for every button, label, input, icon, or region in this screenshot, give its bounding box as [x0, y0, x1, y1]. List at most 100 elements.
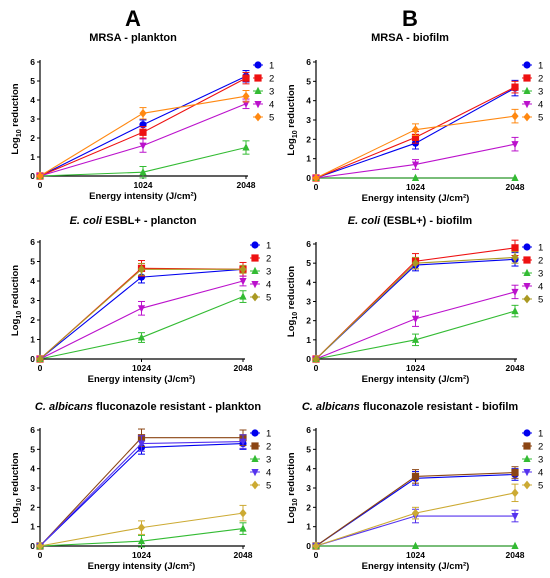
x-axis-label: Energy intensity (J/cm²)	[362, 561, 470, 572]
data-point	[511, 306, 519, 315]
legend-label: 2	[538, 74, 543, 85]
chart-title: MRSA - biofilm	[371, 32, 449, 44]
y-tick-label: 5	[30, 257, 35, 267]
legend-marker	[254, 101, 262, 109]
legend-marker	[523, 74, 531, 82]
x-tick-label: 1024	[406, 550, 425, 560]
data-point	[511, 488, 519, 498]
data-point	[137, 305, 146, 313]
y-axis-label: Log10 reduction	[286, 266, 299, 337]
legend-marker	[523, 268, 531, 276]
x-tick-label: 2048	[237, 180, 256, 190]
y-tick-label: 0	[306, 354, 311, 364]
data-point	[511, 244, 519, 252]
y-tick-label: 6	[306, 425, 311, 435]
y-tick-label: 4	[30, 464, 35, 474]
x-tick-label: 2048	[506, 182, 525, 192]
chart-title: E. coli (ESBL+) - biofilm	[348, 215, 473, 227]
y-axis-label: Log10 reduction	[286, 84, 299, 155]
legend-label: 2	[538, 442, 543, 453]
y-tick-label: 2	[306, 316, 311, 326]
legend-label: 1	[266, 241, 271, 252]
chart-title: MRSA - plankton	[89, 32, 177, 44]
legend-label: 5	[538, 295, 543, 306]
legend: 1 2 3 4 5	[250, 241, 271, 304]
y-tick-label: 1	[30, 152, 35, 162]
legend-marker	[523, 243, 531, 251]
data-point	[411, 315, 420, 323]
series-line	[39, 280, 244, 360]
legend-label: 5	[538, 481, 543, 492]
series-4	[312, 136, 519, 183]
data-point	[239, 508, 247, 518]
data-point	[411, 125, 420, 135]
legend-label: 1	[266, 429, 271, 440]
x-tick-label: 1024	[132, 550, 151, 560]
y-tick-label: 4	[306, 277, 311, 287]
legend-label: 2	[269, 74, 274, 85]
x-axis-label: Energy intensity (J/cm²)	[88, 561, 196, 572]
data-point	[239, 292, 247, 300]
series-5	[312, 483, 519, 551]
column-letter-a: A	[125, 6, 141, 31]
y-tick-label: 1	[30, 335, 35, 345]
chart-title: E. coli ESBL+ - plancton	[70, 215, 197, 227]
y-tick-label: 0	[306, 541, 311, 551]
x-axis-label: Energy intensity (J/cm²)	[88, 374, 196, 385]
chart-title: C. albicans fluconazole resistant - plan…	[35, 401, 261, 413]
chart-panel-1: MRSA - plankton 0 1 2 3 4 5 6 0 1024 2048 Energy in…	[10, 32, 274, 202]
y-tick-label: 6	[306, 57, 311, 67]
y-tick-label: 5	[306, 258, 311, 268]
legend-marker	[251, 429, 259, 437]
y-tick-label: 6	[30, 425, 35, 435]
data-point	[411, 258, 420, 268]
data-point	[36, 354, 44, 364]
legend: 1 2 3 4 5	[522, 61, 543, 124]
legend-marker	[523, 429, 531, 437]
data-point	[511, 468, 519, 477]
series-5	[312, 108, 519, 183]
legend-marker	[523, 480, 531, 490]
legend-marker	[254, 112, 262, 122]
legend: 1 2 3 4 5	[522, 243, 543, 306]
legend-marker	[523, 294, 531, 304]
legend-marker	[251, 480, 259, 490]
y-axis-label: Log10 reduction	[10, 265, 23, 336]
y-tick-label: 5	[30, 444, 35, 454]
y-tick-label: 6	[30, 237, 35, 247]
data-point	[411, 133, 420, 141]
y-tick-label: 3	[30, 114, 35, 124]
legend-label: 4	[266, 468, 271, 479]
legend-marker	[523, 256, 531, 264]
series-5	[312, 251, 519, 364]
x-tick-label: 0	[314, 363, 319, 373]
legend-label: 4	[266, 280, 271, 291]
data-point	[312, 173, 320, 183]
legend-marker	[523, 283, 531, 291]
data-point	[312, 354, 320, 364]
x-axis-label: Energy intensity (J/cm²)	[89, 191, 197, 202]
data-point	[239, 264, 247, 274]
data-point	[411, 541, 420, 549]
series-4	[312, 284, 519, 364]
legend: 1 2 3 4 5	[253, 61, 274, 124]
chart-panel-3: E. coli ESBL+ - plancton 0 1 2 3 4 5 6 0 1024 2048…	[10, 215, 271, 385]
legend-label: 3	[538, 87, 543, 98]
legend-marker	[523, 101, 531, 109]
y-tick-label: 5	[306, 76, 311, 86]
x-tick-label: 0	[38, 180, 43, 190]
legend-label: 3	[266, 455, 271, 466]
series-1	[36, 70, 250, 180]
data-point	[411, 173, 420, 181]
data-point	[242, 143, 250, 151]
y-tick-label: 0	[30, 354, 35, 364]
x-tick-label: 1024	[132, 363, 151, 373]
legend-marker	[251, 281, 259, 289]
y-tick-label: 6	[306, 239, 311, 249]
series-3	[36, 522, 247, 549]
legend-label: 2	[538, 256, 543, 267]
data-point	[511, 111, 519, 121]
legend-label: 4	[269, 100, 274, 111]
data-point	[242, 100, 250, 108]
